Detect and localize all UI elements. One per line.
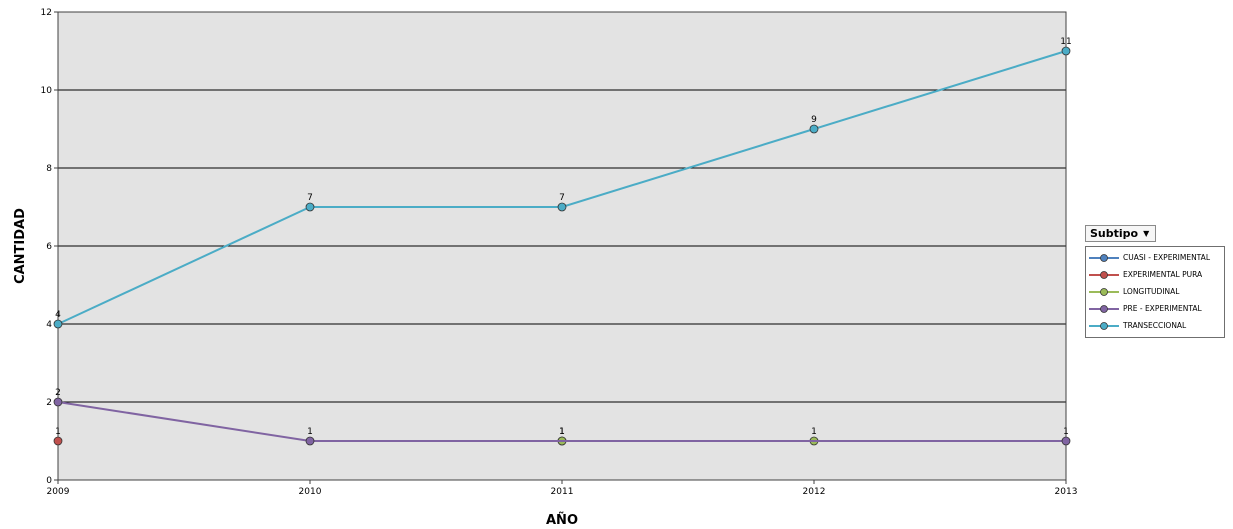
data-label: 7 [559, 193, 565, 203]
y-tick-label: 8 [46, 164, 52, 174]
legend-item[interactable]: TRANSECCIONAL [1089, 317, 1222, 334]
x-tick-label: 2013 [1055, 487, 1078, 497]
x-axis-ticks: 2009 2010 2011 2012 2013 [47, 480, 1078, 497]
legend-label: TRANSECCIONAL [1123, 321, 1187, 330]
data-point[interactable] [1061, 436, 1071, 446]
legend: Subtipo ▼ CUASI - EXPERIMENTAL EXPERIMENT… [1085, 222, 1225, 338]
data-label: 9 [811, 115, 817, 125]
legend-swatch [1089, 287, 1119, 296]
data-label: 4 [55, 310, 61, 320]
y-axis-title: CANTIDAD [13, 208, 28, 284]
y-tick-label: 2 [46, 398, 52, 408]
data-label: 1 [1063, 427, 1069, 437]
data-point[interactable] [809, 124, 819, 134]
legend-filter-button[interactable]: Subtipo ▼ [1085, 225, 1157, 242]
y-tick-label: 10 [41, 86, 53, 96]
data-label: 11 [1060, 37, 1071, 47]
x-tick-label: 2009 [47, 487, 70, 497]
legend-item[interactable]: LONGITUDINAL [1089, 283, 1222, 300]
data-label: 1 [559, 427, 565, 437]
data-point[interactable] [305, 202, 315, 212]
data-point[interactable] [53, 436, 63, 446]
legend-swatch [1089, 253, 1119, 262]
y-tick-label: 12 [41, 8, 52, 18]
legend-label: PRE - EXPERIMENTAL [1123, 304, 1202, 313]
x-tick-label: 2012 [803, 487, 826, 497]
legend-box: CUASI - EXPERIMENTAL EXPERIMENTAL PURA LON… [1085, 246, 1225, 338]
legend-swatch [1089, 304, 1119, 313]
x-tick-label: 2010 [299, 487, 322, 497]
x-axis-title: AÑO [546, 512, 578, 528]
series-group [53, 46, 1071, 446]
data-point[interactable] [557, 202, 567, 212]
data-label: 7 [307, 193, 313, 203]
y-tick-label: 4 [46, 320, 52, 330]
y-tick-label: 6 [46, 242, 52, 252]
legend-item[interactable]: PRE - EXPERIMENTAL [1089, 300, 1222, 317]
y-tick-label: 0 [46, 476, 52, 486]
data-label: 1 [559, 427, 565, 437]
legend-item[interactable]: CUASI - EXPERIMENTAL [1089, 249, 1222, 266]
legend-swatch [1089, 321, 1119, 330]
data-label: 1 [811, 427, 817, 437]
data-point[interactable] [53, 319, 63, 329]
legend-label: LONGITUDINAL [1123, 287, 1180, 296]
legend-label: CUASI - EXPERIMENTAL [1123, 253, 1210, 262]
legend-item[interactable]: EXPERIMENTAL PURA [1089, 266, 1222, 283]
legend-filter-label: Subtipo [1090, 227, 1139, 240]
data-point[interactable] [305, 436, 315, 446]
data-label: 1 [307, 427, 313, 437]
legend-label: EXPERIMENTAL PURA [1123, 270, 1203, 279]
data-point[interactable] [1061, 46, 1071, 56]
caret-down-icon[interactable]: ▼ [1143, 229, 1150, 238]
data-label: 2 [55, 388, 61, 398]
data-label: 1 [55, 427, 61, 437]
legend-swatch [1089, 270, 1119, 279]
data-point[interactable] [53, 397, 63, 407]
x-tick-label: 2011 [551, 487, 574, 497]
